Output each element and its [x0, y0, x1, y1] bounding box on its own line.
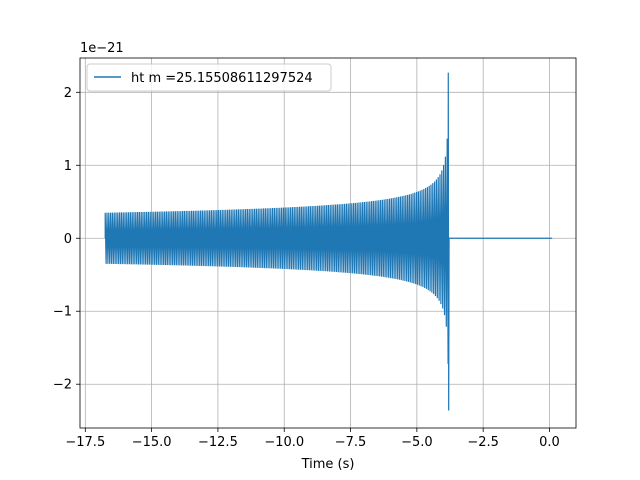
- x-axis-ticks: −17.5 −15.0 −12.5 −10.0 −7.5 −5.0 −2.5 0.0: [65, 428, 560, 450]
- y-scale-offset-label: 1e−21: [80, 41, 124, 56]
- x-tick-label: −10.0: [264, 435, 304, 450]
- x-tick-label: −17.5: [65, 435, 105, 450]
- plot-area: [104, 72, 553, 411]
- x-tick-label: −2.5: [467, 435, 499, 450]
- x-tick-label: −15.0: [132, 435, 172, 450]
- y-tick-label: −2: [53, 378, 72, 393]
- y-axis-ticks: −2 −1 0 1 2: [53, 86, 80, 393]
- x-tick-label: −5.0: [401, 435, 433, 450]
- x-tick-label: 0.0: [539, 435, 560, 450]
- legend-box: [86, 63, 332, 92]
- x-axis-label: Time (s): [301, 457, 355, 472]
- y-tick-label: −1: [53, 305, 72, 320]
- legend-entry: ht m =25.15508611297524: [131, 71, 313, 86]
- legend: ht m =25.15508611297524: [86, 63, 332, 92]
- y-tick-label: 2: [64, 86, 72, 101]
- y-tick-label: 0: [64, 232, 72, 247]
- axes-frame: [79, 57, 577, 429]
- x-tick-label: −7.5: [335, 435, 367, 450]
- x-tick-label: −12.5: [198, 435, 238, 450]
- y-tick-label: 1: [64, 159, 72, 174]
- series-line: [104, 72, 553, 411]
